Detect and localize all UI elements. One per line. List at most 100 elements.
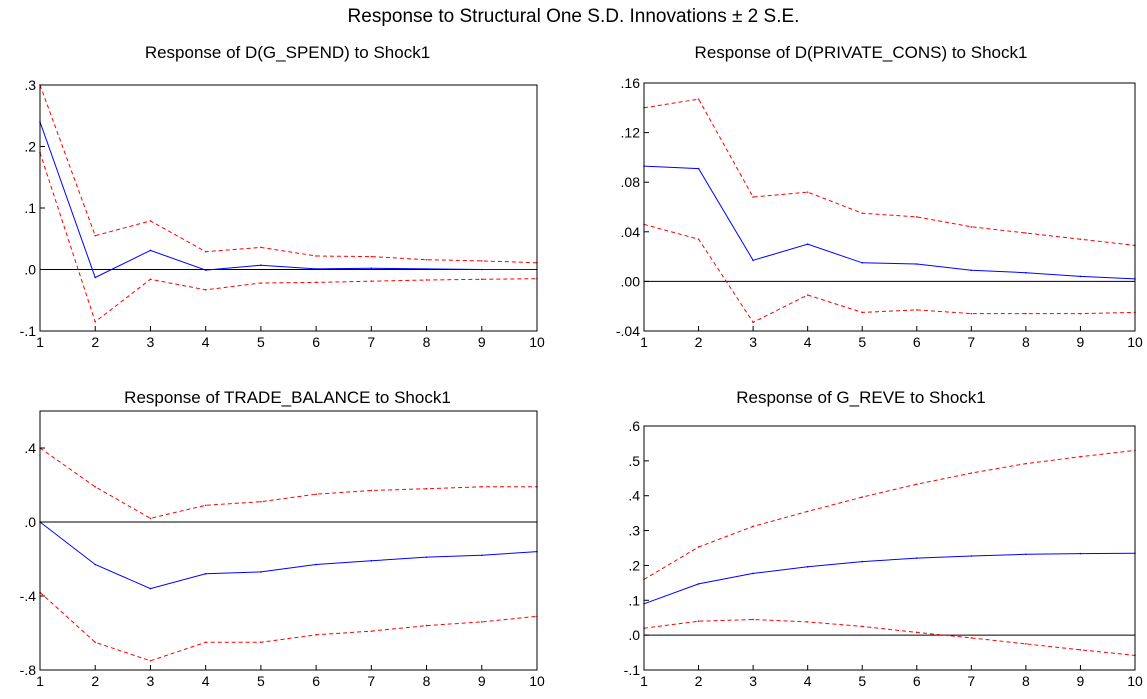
lower-point [806, 621, 809, 623]
y-tick-label: .0 [24, 262, 36, 278]
upper-point [697, 546, 700, 548]
upper-point [1079, 455, 1082, 458]
y-tick-label: .3 [24, 77, 36, 93]
response-point [149, 587, 152, 590]
response-point [425, 556, 428, 558]
irf-plot-private-cons: -.04 .00 .04 .08 .12 .16 1 2 3 4 5 6 7 8 9 10 [616, 75, 1143, 350]
x-tick-label: 2 [695, 673, 703, 689]
lower-point [1079, 648, 1082, 651]
response-point [94, 276, 97, 279]
response-point [970, 269, 973, 272]
upper-band-line [39, 447, 537, 519]
panel-g-reve: Response of G_REVE to Shock1 -.1 .0 .1 .2 .3… [575, 360, 1147, 699]
lower-band-line [39, 152, 538, 323]
lower-point [480, 621, 483, 623]
upper-point [149, 517, 152, 520]
x-tick-label: 4 [202, 673, 210, 689]
y-tick-label: .4 [24, 440, 36, 456]
lower-point [1079, 312, 1082, 315]
panel-title: Response of G_REVE to Shock1 [736, 388, 986, 407]
lower-point [480, 278, 483, 281]
x-tick-label: 8 [423, 673, 431, 689]
lower-band-line [643, 223, 1136, 323]
response-point [425, 268, 428, 270]
panel-title: Response of D(PRIVATE_CONS) to Shock1 [694, 43, 1028, 62]
lower-point [425, 624, 428, 627]
lower-band-line [39, 591, 538, 662]
x-tick-label: 3 [749, 334, 757, 350]
x-tick-label: 6 [312, 673, 320, 689]
y-tick-label: -.1 [20, 323, 37, 339]
upper-point [752, 196, 754, 198]
response-point [806, 566, 809, 568]
x-tick-label: 9 [478, 673, 486, 689]
x-tick-label: 1 [640, 673, 648, 689]
y-tick-label: .0 [24, 514, 36, 530]
x-tick-label: 10 [529, 334, 545, 350]
plot-frame [39, 410, 538, 671]
response-point [480, 554, 483, 557]
upper-point [915, 483, 918, 486]
y-tick-label: .6 [628, 418, 640, 434]
upper-point [370, 255, 373, 258]
x-tick-label: 10 [529, 673, 545, 689]
panel-title: Response of TRADE_BALANCE to Shock1 [124, 388, 451, 407]
response-point [1079, 275, 1082, 278]
upper-point [970, 226, 973, 228]
response-point [752, 259, 754, 262]
response-point [204, 269, 207, 271]
upper-point [94, 486, 97, 488]
upper-point [861, 212, 864, 214]
lower-point [260, 641, 262, 644]
upper-point [861, 496, 864, 498]
x-tick-label: 2 [91, 334, 99, 350]
response-point [480, 268, 483, 271]
lower-point [94, 320, 97, 323]
upper-point [480, 486, 483, 488]
response-line [643, 165, 1136, 280]
x-tick-label: 6 [913, 334, 921, 350]
upper-point [752, 525, 754, 528]
upper-point [94, 234, 97, 237]
upper-point [806, 510, 809, 513]
response-point [1025, 271, 1027, 274]
y-tick-label: .16 [621, 75, 641, 91]
upper-band-line [643, 449, 1136, 580]
lower-point [370, 280, 373, 282]
upper-point [204, 250, 207, 253]
response-point [697, 583, 700, 585]
lower-point [370, 630, 373, 632]
response-point [1025, 553, 1027, 556]
response-point [204, 573, 207, 575]
lower-point [697, 238, 700, 241]
panel-title: Response of D(G_SPEND) to Shock1 [144, 43, 431, 62]
upper-band-line [39, 84, 538, 264]
upper-point [370, 489, 373, 492]
x-tick-label: 8 [423, 334, 431, 350]
y-tick-label: .08 [621, 174, 641, 190]
x-tick-label: 9 [478, 334, 486, 350]
response-point [915, 263, 918, 265]
lower-point [204, 641, 207, 644]
response-line [39, 521, 538, 590]
lower-point [915, 631, 918, 634]
panel-private-cons: Response of D(PRIVATE_CONS) to Shock1 -.… [575, 0, 1147, 360]
upper-point [697, 98, 700, 100]
y-tick-label: .2 [24, 139, 36, 155]
y-tick-label: -.04 [616, 323, 640, 339]
x-tick-label: 4 [804, 334, 812, 350]
irf-plot-g-spend: -.1 .0 .1 .2 .3 1 2 3 4 5 6 7 8 9 10 [20, 77, 545, 350]
upper-point [915, 216, 918, 218]
chart-title: Response to Structural One S.D. Innovati… [347, 6, 800, 27]
response-point [315, 268, 317, 270]
y-tick-label: .3 [628, 523, 640, 539]
x-tick-label: 6 [913, 673, 921, 689]
response-point [370, 560, 373, 562]
response-line [39, 121, 537, 279]
upper-point [970, 472, 973, 474]
x-tick-label: 5 [858, 334, 866, 350]
x-tick-label: 7 [967, 334, 975, 350]
x-tick-label: 2 [695, 334, 703, 350]
response-point [260, 571, 262, 573]
x-tick-label: 3 [147, 673, 155, 689]
